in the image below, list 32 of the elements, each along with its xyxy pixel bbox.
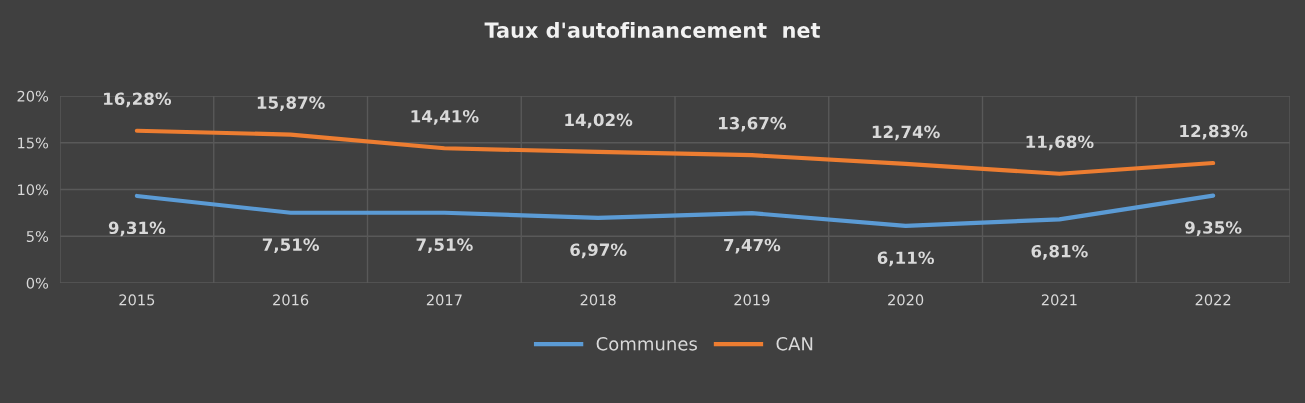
data-label: 12,83% — [1180, 124, 1248, 140]
data-label: 7,47% — [724, 238, 781, 254]
data-label: 14,02% — [565, 113, 633, 129]
data-label: 7,51% — [262, 238, 320, 254]
data-label: 9,31% — [108, 221, 166, 237]
x-tick-label: 2021 — [1041, 294, 1077, 306]
data-label: 6,11% — [877, 251, 935, 267]
x-tick-label: 2015 — [119, 294, 155, 306]
y-tick-label: 15% — [18, 137, 49, 149]
data-label: 6,97% — [570, 243, 627, 259]
data-label: 13,67% — [719, 116, 787, 132]
data-label: 12,74% — [872, 125, 940, 141]
x-tick-label: 2020 — [888, 294, 924, 306]
legend-label: Communes — [596, 336, 697, 351]
x-tick-label: 2022 — [1195, 294, 1231, 306]
data-label: 7,51% — [416, 238, 473, 254]
data-label: 9,35% — [1185, 221, 1242, 236]
x-tick-label: 2018 — [580, 294, 616, 306]
x-tick-label: 2016 — [273, 294, 309, 306]
y-tick-label: 20% — [17, 90, 49, 102]
y-tick-label: 5% — [26, 230, 49, 242]
y-tick-label: 10% — [18, 184, 49, 196]
x-tick-label: 2019 — [734, 294, 770, 306]
legend-label: CAN — [776, 336, 813, 351]
x-tick-label: 2017 — [426, 294, 462, 306]
data-label: 16,28% — [104, 92, 172, 108]
data-label: 6,81% — [1031, 244, 1088, 260]
data-label: 11,68% — [1026, 135, 1094, 151]
data-label: 14,41% — [411, 109, 479, 125]
chart-title: Taux d'autofinancement net — [484, 21, 821, 39]
y-tick-label: 0% — [26, 277, 49, 289]
data-label: 15,87% — [257, 96, 325, 112]
